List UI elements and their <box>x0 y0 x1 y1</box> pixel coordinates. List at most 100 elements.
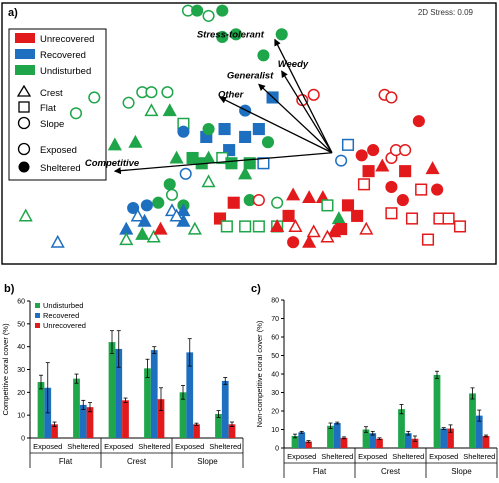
bar-unrecovered <box>86 407 94 438</box>
scatter-point-unrecovered-square <box>453 220 467 233</box>
x-tick-label: Sheltered <box>67 442 99 451</box>
scatter-point-undisturbed-circle <box>163 178 176 191</box>
vector-label-weedy: Weedy <box>278 59 309 70</box>
scatter-point-recovered-circle <box>140 199 153 212</box>
scatter-point-undisturbed-circle <box>191 4 204 17</box>
panel-a: a) 2D Stress: 0.09 Unrecovered Recovered… <box>1 2 497 265</box>
bar-unrecovered <box>228 424 236 438</box>
scatter-point-undisturbed-circle <box>216 30 229 43</box>
y-tick-label: 20 <box>17 390 25 397</box>
bar-undisturbed <box>37 382 45 438</box>
scatter-point-unrecovered-circle <box>412 115 425 128</box>
bar-recovered <box>115 348 123 438</box>
y-axis-label: Non-competitive coral cover (%) <box>255 320 264 427</box>
legend-label-exposed: Exposed <box>40 145 77 156</box>
scatter-point-unrecovered-triangle <box>375 158 390 172</box>
scatter-point-recovered-triangle <box>137 213 152 227</box>
scatter-point-unrecovered-circle <box>385 180 398 193</box>
scatter-point-undisturbed-triangle <box>187 221 202 235</box>
scatter-point-recovered-circle <box>335 154 348 167</box>
scatter-point-unrecovered-square <box>405 212 419 225</box>
nmds-legend: Unrecovered Recovered Undisturbed Crest … <box>8 28 107 181</box>
x-tick-label: Exposed <box>358 452 387 461</box>
scatter-point-undisturbed-circle <box>69 107 83 120</box>
scatter-point-undisturbed-square <box>239 220 252 233</box>
group-label-flat: Flat <box>59 457 73 466</box>
scatter-point-undisturbed-circle <box>261 136 275 149</box>
scatter-point-unrecovered-triangle <box>286 187 301 201</box>
x-tick-label: Sheltered <box>392 452 424 461</box>
y-tick-label: 50 <box>271 353 279 360</box>
scatter-point-recovered-square <box>223 144 236 157</box>
scatter-point-unrecovered-triangle <box>306 224 321 238</box>
scatter-point-unrecovered-circle <box>252 194 265 207</box>
vector-arrow-competitive <box>113 152 333 175</box>
scatter-point-undisturbed-triangle <box>169 150 184 164</box>
bar-unrecovered <box>51 424 58 438</box>
legend-b-label-undisturbed: Undisturbed <box>43 301 83 310</box>
bar-unrecovered <box>193 424 200 438</box>
bar-undisturbed <box>291 435 299 448</box>
panel-b-label: b) <box>4 283 15 295</box>
legend-b-swatch-undisturbed <box>35 303 40 308</box>
scatter-point-undisturbed-circle <box>122 96 135 109</box>
bar-recovered <box>79 404 87 438</box>
group-label-slope: Slope <box>451 467 472 476</box>
legend-sheltered-icon <box>18 161 30 173</box>
y-tick-label: 30 <box>17 367 25 374</box>
stress-label: 2D Stress: 0.09 <box>418 8 474 17</box>
scatter-point-recovered-circle <box>127 201 140 215</box>
scatter-point-unrecovered-circle <box>385 91 398 104</box>
legend-b-swatch-unrecovered <box>35 323 40 328</box>
scatter-point-undisturbed-circle <box>202 123 215 136</box>
bar-unrecovered <box>482 435 490 448</box>
legend-swatch-unrecovered <box>15 33 35 43</box>
vector-label-other: Other <box>218 89 245 100</box>
bar-unrecovered <box>447 428 454 448</box>
scatter-point-undisturbed-triangle <box>119 232 134 246</box>
y-tick-label: 80 <box>271 298 279 305</box>
y-tick-label: 0 <box>275 446 279 453</box>
bar-recovered <box>475 415 483 448</box>
x-tick-label: Sheltered <box>209 442 241 451</box>
vector-arrow-generalist <box>258 83 333 154</box>
bar-recovered <box>221 380 229 438</box>
legend-b-label-unrecovered: Unrecovered <box>43 321 86 330</box>
y-tick-label: 50 <box>17 321 25 328</box>
bar-undisturbed <box>215 414 222 438</box>
x-tick-label: Exposed <box>287 452 316 461</box>
scatter-point-unrecovered-triangle <box>327 224 342 238</box>
bar-recovered <box>369 433 377 448</box>
y-tick-label: 10 <box>271 427 279 434</box>
bar-recovered <box>404 433 412 448</box>
vector-label-stress-tolerant: Stress-tolerant <box>197 30 265 41</box>
scatter-point-unrecovered-square <box>385 207 398 220</box>
legend-exposed-icon <box>17 142 31 156</box>
panel-a-label: a) <box>8 7 18 19</box>
scatter-point-unrecovered-square <box>362 165 375 178</box>
scatter-point-unrecovered-square <box>421 233 435 246</box>
panel-c-label: c) <box>251 283 261 295</box>
y-tick-label: 60 <box>271 335 279 342</box>
legend-label-unrecovered: Unrecovered <box>40 34 94 45</box>
scatter-point-unrecovered-triangle <box>359 221 374 235</box>
bar-unrecovered <box>305 441 312 448</box>
x-tick-label: Sheltered <box>463 452 495 461</box>
bar-recovered <box>298 432 306 448</box>
legend-label-crest: Crest <box>40 88 63 99</box>
vector-arrow-stress-tolerant <box>274 38 333 154</box>
scatter-point-recovered-square <box>239 130 252 143</box>
panel-b: b) 0 10 20 30 40 50 60 Competitive coral cover … <box>1 283 244 468</box>
scatter-point-unrecovered-square <box>415 183 428 196</box>
y-tick-label: 60 <box>17 299 25 306</box>
bar-undisturbed <box>433 374 441 448</box>
group-label-crest: Crest <box>381 467 401 476</box>
scatter-point-recovered-circle <box>177 125 190 138</box>
bar-undisturbed <box>144 368 151 438</box>
scatter-point-recovered-circle <box>179 167 192 180</box>
scatter-point-unrecovered-square <box>351 209 364 222</box>
y-tick-label: 30 <box>271 390 279 397</box>
scatter-point-unrecovered-circle <box>355 149 368 162</box>
scatter-point-undisturbed-square <box>220 220 233 233</box>
